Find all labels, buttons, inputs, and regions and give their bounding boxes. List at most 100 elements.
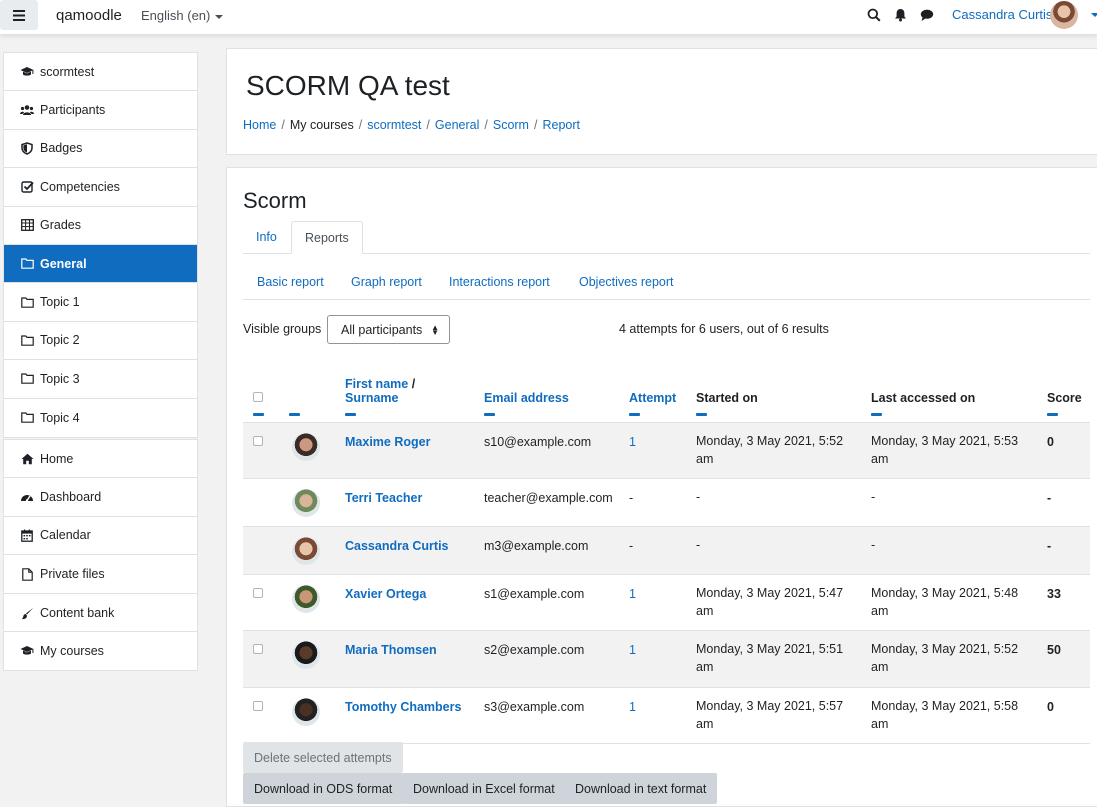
sidebar-item-competencies[interactable]: Competencies bbox=[4, 168, 197, 207]
attempt-link[interactable]: 1 bbox=[629, 434, 636, 449]
last-accessed-value: Monday, 3 May 2021, 5:58 am bbox=[871, 698, 1019, 731]
download-ods-button[interactable]: Download in ODS format bbox=[243, 773, 404, 804]
avatar[interactable] bbox=[1050, 1, 1078, 29]
score-value: 0 bbox=[1047, 699, 1054, 714]
tab-reports[interactable]: Reports bbox=[291, 221, 363, 254]
attempt-link[interactable]: 1 bbox=[629, 699, 636, 714]
bell-icon[interactable] bbox=[894, 8, 907, 22]
download-excel-button[interactable]: Download in Excel format bbox=[402, 773, 566, 804]
sort-surname-link[interactable]: Surname bbox=[345, 390, 399, 405]
picture-cell bbox=[289, 574, 345, 631]
avatar[interactable] bbox=[292, 584, 320, 613]
accessed-cell: Monday, 3 May 2021, 5:53 am bbox=[871, 422, 1047, 479]
checkbox-icon bbox=[20, 180, 34, 194]
language-menu[interactable]: English (en) bbox=[141, 8, 224, 23]
sidebar-item-grades[interactable]: Grades bbox=[4, 207, 197, 245]
avatar[interactable] bbox=[292, 536, 320, 565]
subtab-objectives-report[interactable]: Objectives report bbox=[579, 275, 674, 289]
search-icon[interactable] bbox=[867, 8, 881, 22]
breadcrumb-item-report[interactable]: Report bbox=[542, 118, 580, 132]
collapse-icon[interactable] bbox=[345, 412, 356, 416]
subtab-graph-report[interactable]: Graph report bbox=[351, 275, 422, 289]
sidebar-item-private-files[interactable]: Private files bbox=[4, 555, 197, 593]
sidebar-item-participants[interactable]: Participants bbox=[4, 91, 197, 130]
collapse-icon[interactable] bbox=[696, 412, 707, 416]
collapse-icon[interactable] bbox=[629, 412, 640, 416]
collapse-icon[interactable] bbox=[484, 412, 495, 416]
table-row: Cassandra Curtis m3@example.com - - - - bbox=[243, 526, 1090, 575]
name-cell: Maxime Roger bbox=[345, 422, 484, 479]
user-menu-name[interactable]: Cassandra Curtis bbox=[952, 7, 1053, 22]
row-select-checkbox[interactable] bbox=[253, 587, 263, 598]
sidebar-item-label: Home bbox=[40, 451, 74, 466]
sidebar-item-general[interactable]: General bbox=[4, 244, 197, 284]
user-name-link[interactable]: Cassandra Curtis bbox=[345, 538, 449, 553]
collapse-icon[interactable] bbox=[1047, 412, 1058, 416]
breadcrumb-item-general[interactable]: General bbox=[434, 118, 480, 132]
row-select-checkbox[interactable] bbox=[253, 643, 263, 654]
attempt-cell: 1 bbox=[629, 630, 696, 688]
site-brand[interactable]: qamoodle bbox=[56, 7, 122, 24]
user-name-link[interactable]: Maxime Roger bbox=[345, 434, 431, 449]
row-select-checkbox[interactable] bbox=[253, 700, 263, 711]
table-row: Tomothy Chambers s3@example.com 1 Monday, 3… bbox=[243, 687, 1090, 744]
sidebar-item-label: Topic 2 bbox=[40, 333, 80, 348]
sidebar-item-topic-2[interactable]: Topic 2 bbox=[4, 322, 197, 361]
user-name-link[interactable]: Terri Teacher bbox=[345, 490, 423, 505]
drawer-toggle-button[interactable] bbox=[0, 0, 38, 30]
sort-email-link[interactable]: Email address bbox=[484, 390, 569, 405]
page-title: SCORM QA test bbox=[246, 70, 450, 101]
score-value: 0 bbox=[1047, 434, 1054, 449]
tab-info[interactable]: Info bbox=[256, 230, 277, 244]
download-text-button[interactable]: Download in text format bbox=[564, 773, 718, 804]
avatar[interactable] bbox=[292, 432, 320, 461]
collapse-icon[interactable] bbox=[253, 412, 264, 416]
breadcrumb-item-scormtest[interactable]: scormtest bbox=[367, 118, 422, 132]
attempt-link[interactable]: 1 bbox=[629, 642, 636, 657]
user-name-link[interactable]: Maria Thomsen bbox=[345, 642, 437, 657]
chat-icon[interactable] bbox=[920, 8, 934, 22]
delete-attempts-button[interactable]: Delete selected attempts bbox=[243, 742, 403, 773]
visible-groups-select[interactable]: All participants ▲ ▼ bbox=[327, 315, 450, 344]
avatar[interactable] bbox=[292, 640, 320, 669]
visible-groups-label: Visible groups bbox=[243, 322, 322, 336]
sort-firstname-link[interactable]: First name bbox=[345, 376, 409, 391]
sidebar-item-label: Topic 1 bbox=[40, 295, 80, 310]
sort-attempt-link[interactable]: Attempt bbox=[629, 390, 677, 405]
select-all-checkbox[interactable] bbox=[253, 391, 263, 402]
breadcrumb-item-scorm[interactable]: Scorm bbox=[492, 118, 529, 132]
sidebar-item-label: Dashboard bbox=[40, 490, 102, 505]
chevron-down-icon[interactable] bbox=[1091, 13, 1097, 17]
started-on-value: Monday, 3 May 2021, 5:51 am bbox=[696, 641, 844, 674]
sidebar-item-dashboard[interactable]: Dashboard bbox=[4, 478, 197, 517]
row-select-checkbox[interactable] bbox=[253, 435, 263, 446]
content-bank-nav-group: Content bank bbox=[3, 593, 198, 634]
header-select bbox=[243, 346, 289, 423]
collapse-icon[interactable] bbox=[871, 412, 882, 416]
user-name-link[interactable]: Xavier Ortega bbox=[345, 586, 427, 601]
sidebar-item-topic-1[interactable]: Topic 1 bbox=[4, 283, 197, 322]
sidebar-item-content-bank[interactable]: Content bank bbox=[4, 594, 197, 632]
collapse-icon[interactable] bbox=[289, 412, 300, 416]
avatar[interactable] bbox=[292, 697, 320, 726]
sidebar-item-topic-4[interactable]: Topic 4 bbox=[4, 399, 197, 437]
sidebar-item-label: General bbox=[40, 256, 87, 271]
sidebar-item-topic-3[interactable]: Topic 3 bbox=[4, 360, 197, 399]
attempt-cell: - bbox=[629, 478, 696, 527]
sidebar-item-badges[interactable]: Badges bbox=[4, 130, 197, 169]
user-name-link[interactable]: Tomothy Chambers bbox=[345, 699, 462, 714]
sidebar-item-my-courses[interactable]: My courses bbox=[4, 632, 197, 670]
user-email: teacher@example.com bbox=[484, 490, 613, 505]
sidebar-item-calendar[interactable]: Calendar bbox=[4, 517, 197, 556]
attempt-link[interactable]: 1 bbox=[629, 586, 636, 601]
name-cell: Terri Teacher bbox=[345, 478, 484, 527]
sidebar-item-label: Topic 3 bbox=[40, 371, 80, 386]
subtab-interactions-report[interactable]: Interactions report bbox=[449, 275, 550, 289]
subtab-basic-report[interactable]: Basic report bbox=[257, 275, 324, 289]
breadcrumb-item-home[interactable]: Home bbox=[243, 118, 277, 132]
started-on-value: - bbox=[696, 537, 701, 552]
sidebar-item-scormtest[interactable]: scormtest bbox=[4, 53, 197, 92]
sidebar-item-home[interactable]: Home bbox=[4, 440, 197, 479]
select-cell bbox=[243, 574, 289, 631]
avatar[interactable] bbox=[292, 488, 320, 517]
